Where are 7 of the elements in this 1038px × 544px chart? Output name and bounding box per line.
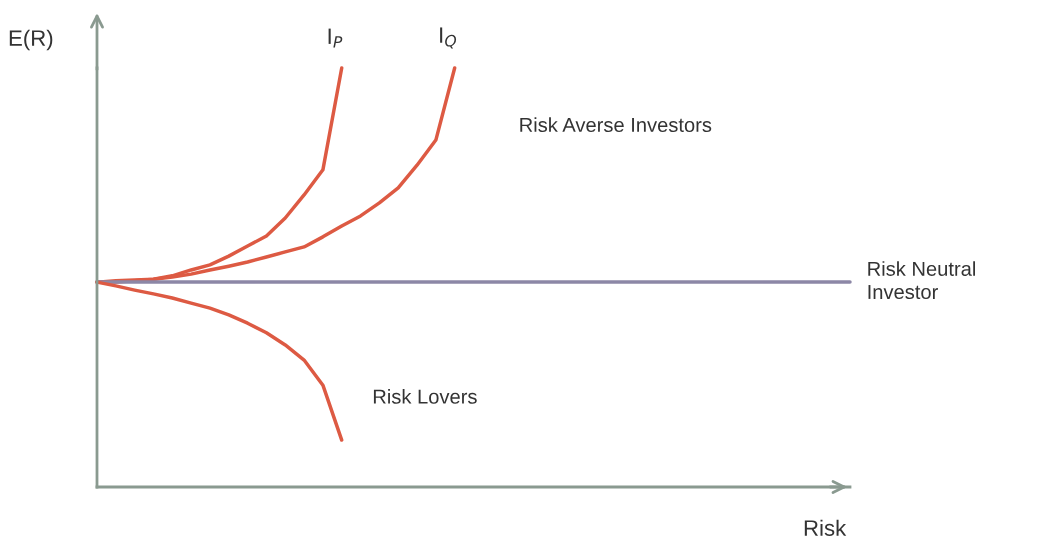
series-label: I$_{P}$ xyxy=(328,28,343,48)
series-label: Risk Neutral Investor xyxy=(868,261,975,300)
text: Risk Lovers xyxy=(373,389,477,404)
annotation: Risk Averse Investors xyxy=(520,117,712,133)
series-label: I$_{Q}$ xyxy=(440,27,457,49)
y-axis-title: E(R) xyxy=(9,29,53,51)
x-axis-title: Risk xyxy=(804,519,847,536)
